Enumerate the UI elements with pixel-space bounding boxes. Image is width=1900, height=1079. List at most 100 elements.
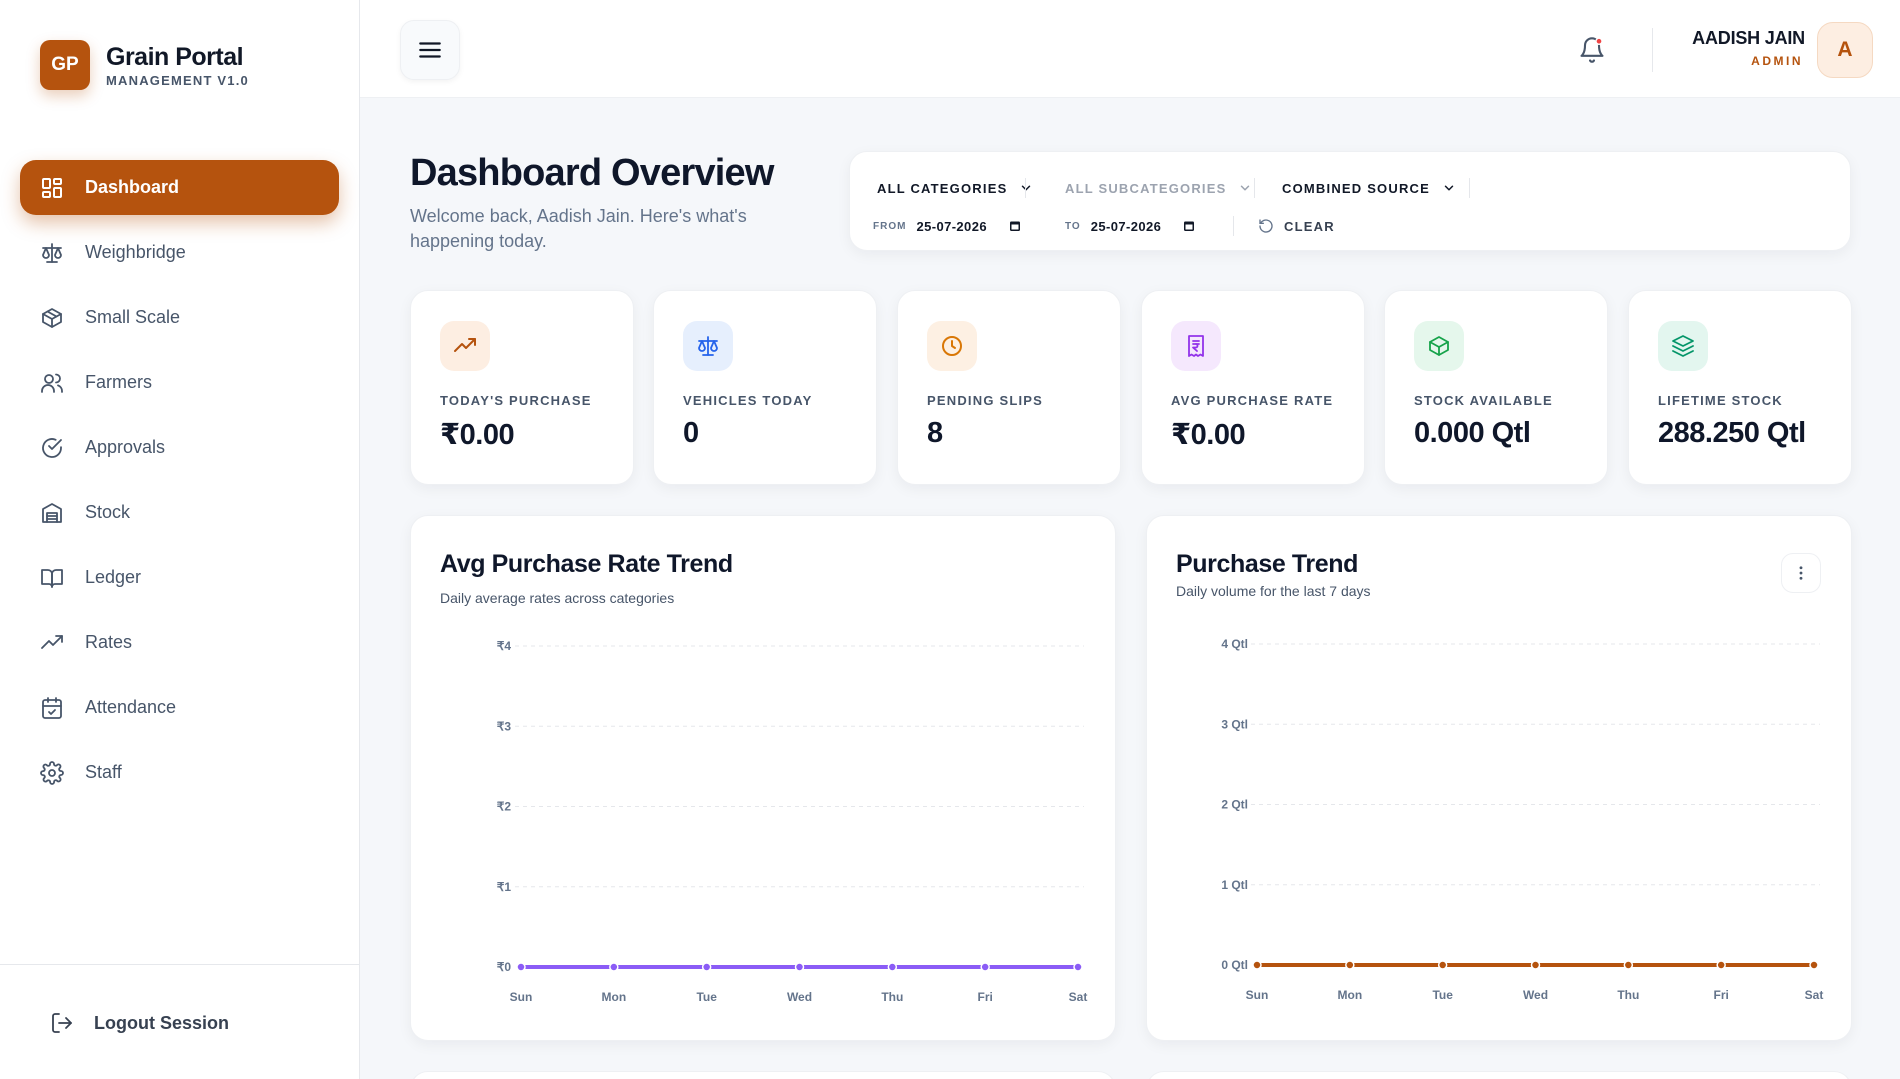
data-point[interactable] xyxy=(1623,960,1634,970)
y-tick-label: ₹0 xyxy=(497,960,512,974)
logout-icon xyxy=(52,1013,72,1033)
y-tick-label: 3 Qtl xyxy=(1221,717,1248,731)
page-title: Dashboard Overview xyxy=(410,152,774,194)
data-point[interactable] xyxy=(1252,960,1262,970)
stat-card-pending-slips[interactable]: PENDING SLIPS 8 xyxy=(897,290,1121,485)
stat-label: AVG PURCHASE RATE xyxy=(1171,393,1334,408)
data-point[interactable] xyxy=(794,962,805,972)
sidebar-item-farmers[interactable]: Farmers xyxy=(20,355,339,410)
more-vertical-icon xyxy=(1799,566,1803,580)
stat-label: VEHICLES TODAY xyxy=(683,393,813,408)
brand-version: MANAGEMENT V1.0 xyxy=(106,72,249,88)
stat-card-vehicles-today[interactable]: VEHICLES TODAY 0 xyxy=(653,290,877,485)
x-tick-label: Sat xyxy=(1805,988,1824,1002)
sidebar-item-label: Staff xyxy=(85,762,122,782)
stat-value: ₹0.00 xyxy=(1171,419,1246,451)
to-date-field[interactable]: TO 25-07-2026 xyxy=(1065,214,1195,238)
x-tick-label: Tue xyxy=(1432,988,1453,1002)
from-date-value: 25-07-2026 xyxy=(916,218,987,234)
y-tick-label: ₹2 xyxy=(497,800,512,814)
sidebar-footer: Logout Session xyxy=(0,964,359,1079)
user-name: AADISH JAIN xyxy=(1692,28,1805,48)
sidebar-nav: Dashboard Weighbridge Small Scale Farmer… xyxy=(20,160,339,810)
sidebar-item-stock[interactable]: Stock xyxy=(20,485,339,540)
stat-card-stock-available[interactable]: STOCK AVAILABLE 0.000 Qtl xyxy=(1384,290,1608,485)
from-label: FROM xyxy=(873,220,907,232)
calendar-icon[interactable] xyxy=(1183,220,1195,232)
sidebar-item-label: Approvals xyxy=(85,437,166,457)
subcategory-select[interactable]: ALL SUBCATEGORIES xyxy=(1065,172,1252,204)
menu-toggle-button[interactable] xyxy=(400,20,460,80)
data-point[interactable] xyxy=(1716,960,1726,970)
category-select[interactable]: ALL CATEGORIES xyxy=(877,172,1033,204)
data-point[interactable] xyxy=(1073,962,1083,972)
stat-label: TODAY'S PURCHASE xyxy=(440,393,592,408)
stat-card-avg-purchase-rate[interactable]: AVG PURCHASE RATE ₹0.00 xyxy=(1141,290,1365,485)
filter-divider xyxy=(1469,178,1470,198)
x-tick-label: Tue xyxy=(696,990,717,1004)
topbar-divider xyxy=(1652,28,1653,72)
sidebar-item-label: Small Scale xyxy=(85,307,181,327)
stat-card-lifetime-stock[interactable]: LIFETIME STOCK 288.250 Qtl xyxy=(1628,290,1852,485)
sidebar-item-label: Ledger xyxy=(85,567,142,587)
logout-button[interactable]: Logout Session xyxy=(50,1011,229,1035)
filter-divider xyxy=(1254,178,1255,198)
check-circle-icon xyxy=(40,436,64,460)
brand-name: Grain Portal xyxy=(106,42,244,71)
to-label: TO xyxy=(1065,220,1081,232)
sidebar-item-weighbridge[interactable]: Weighbridge xyxy=(20,225,339,280)
sidebar-item-staff[interactable]: Staff xyxy=(20,745,339,800)
chart-title: Purchase Trend xyxy=(1176,550,1358,578)
chart-subtitle: Daily volume for the last 7 days xyxy=(1176,583,1371,599)
data-point[interactable] xyxy=(980,962,990,972)
stat-label: PENDING SLIPS xyxy=(927,393,1044,408)
data-point[interactable] xyxy=(516,962,526,972)
data-point[interactable] xyxy=(701,962,712,972)
stat-label: STOCK AVAILABLE xyxy=(1414,393,1553,408)
chart-options-button[interactable] xyxy=(1781,553,1821,593)
data-point[interactable] xyxy=(1345,960,1355,970)
sidebar-item-approvals[interactable]: Approvals xyxy=(20,420,339,475)
filter-panel: ALL CATEGORIES ALL SUBCATEGORIES COMBINE… xyxy=(849,151,1851,251)
x-tick-label: Wed xyxy=(787,990,812,1004)
chart-subtitle: Daily average rates across categories xyxy=(440,590,675,606)
y-tick-label: ₹4 xyxy=(497,639,512,653)
x-tick-label: Sun xyxy=(510,990,533,1004)
stat-cards: TODAY'S PURCHASE ₹0.00 VEHICLES TODAY 0 … xyxy=(410,290,1852,485)
data-point[interactable] xyxy=(1809,960,1819,970)
avg-rate-trend-card: Avg Purchase Rate Trend Daily average ra… xyxy=(410,515,1116,1041)
bell-icon xyxy=(1580,37,1604,63)
stat-label: LIFETIME STOCK xyxy=(1658,393,1783,408)
next-card xyxy=(1146,1071,1852,1079)
x-tick-label: Fri xyxy=(977,990,992,1004)
stat-card-todays-purchase[interactable]: TODAY'S PURCHASE ₹0.00 xyxy=(410,290,634,485)
data-point[interactable] xyxy=(887,962,898,972)
sidebar-item-label: Stock xyxy=(85,502,131,522)
brand[interactable]: GP Grain Portal MANAGEMENT V1.0 xyxy=(40,40,249,90)
clear-filters-button[interactable]: CLEAR xyxy=(1258,214,1335,238)
user-role: ADMIN xyxy=(1751,54,1803,68)
gear-icon xyxy=(40,760,64,785)
sidebar-item-small-scale[interactable]: Small Scale xyxy=(20,290,339,345)
sidebar-item-ledger[interactable]: Ledger xyxy=(20,550,339,605)
stat-value: 8 xyxy=(927,417,943,449)
sidebar-item-dashboard[interactable]: Dashboard xyxy=(20,160,339,215)
source-select[interactable]: COMBINED SOURCE xyxy=(1282,172,1456,204)
calendar-icon[interactable] xyxy=(1009,220,1021,232)
data-point[interactable] xyxy=(1530,960,1541,970)
box-icon xyxy=(40,306,64,330)
chevron-down-icon xyxy=(1444,185,1454,191)
scale-icon xyxy=(40,241,64,265)
data-point[interactable] xyxy=(609,962,619,972)
from-date-field[interactable]: FROM 25-07-2026 xyxy=(873,214,1021,238)
data-point[interactable] xyxy=(1437,960,1448,970)
notifications-button[interactable] xyxy=(1578,36,1606,64)
y-tick-label: 2 Qtl xyxy=(1221,798,1248,812)
topbar: AADISH JAIN ADMIN A xyxy=(360,0,1900,98)
x-tick-label: Thu xyxy=(1617,988,1639,1002)
y-tick-label: ₹1 xyxy=(497,880,512,894)
sidebar-item-rates[interactable]: Rates xyxy=(20,615,339,670)
calendar-check-icon xyxy=(40,696,64,720)
sidebar-item-attendance[interactable]: Attendance xyxy=(20,680,339,735)
avatar[interactable]: A xyxy=(1817,22,1873,78)
